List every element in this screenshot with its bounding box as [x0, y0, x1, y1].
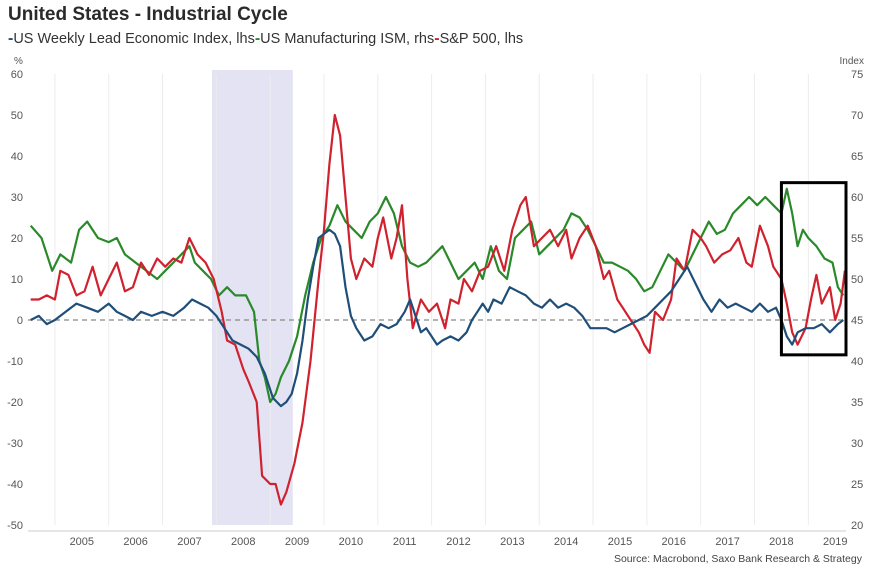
x-tick-label-2008: 2008 — [231, 536, 255, 548]
x-tick-label-2010: 2010 — [339, 536, 363, 548]
right-tick-label: 55 — [851, 233, 863, 245]
left-tick-label: 0 — [17, 315, 23, 327]
legend-swatch-sp500: - — [434, 30, 440, 47]
left-axis-unit: % — [14, 56, 23, 67]
right-tick-label: 60 — [851, 192, 863, 204]
x-tick-label-2009: 2009 — [285, 536, 309, 548]
x-tick-label-2017: 2017 — [715, 536, 739, 548]
source-note: Source: Macrobond, Saxo Bank Research & … — [614, 553, 863, 565]
right-tick-label: 65 — [851, 151, 863, 163]
legend-label-lead-index: US Weekly Lead Economic Index, lhs — [13, 31, 255, 47]
right-tick-label: 40 — [851, 356, 863, 368]
legend: -US Weekly Lead Economic Index, lhs-US M… — [8, 30, 523, 48]
left-tick-label: 20 — [11, 233, 23, 245]
legend-item-sp500: -S&P 500, lhs — [434, 30, 523, 48]
x-tick-label-2019: 2019 — [823, 536, 847, 548]
series-sp500-line — [30, 113, 846, 506]
legend-label-ism: US Manufacturing ISM, rhs — [260, 31, 435, 47]
x-tick-label-2011: 2011 — [393, 536, 417, 548]
left-tick-label: 10 — [11, 274, 23, 286]
right-tick-label: 25 — [851, 479, 863, 491]
right-axis-unit: Index — [840, 56, 864, 67]
right-tick-label: 50 — [851, 274, 863, 286]
x-tick-label-2007: 2007 — [177, 536, 201, 548]
left-tick-label: -40 — [7, 479, 23, 491]
right-tick-label: 20 — [851, 520, 863, 532]
left-tick-label: -50 — [7, 520, 23, 532]
x-tick-label-2005: 2005 — [70, 536, 94, 548]
x-tick-label-2016: 2016 — [662, 536, 686, 548]
x-tick-label-2015: 2015 — [608, 536, 632, 548]
series-ism-line — [29, 187, 845, 404]
x-tick-label-2018: 2018 — [769, 536, 793, 548]
highlight-box — [779, 181, 848, 357]
legend-label-sp500: S&P 500, lhs — [439, 31, 524, 47]
right-tick-label: 75 — [851, 69, 863, 81]
left-tick-label: 60 — [11, 69, 23, 81]
legend-swatch-lead-index: - — [8, 30, 14, 47]
right-tick-label: 35 — [851, 397, 863, 409]
left-tick-label: 40 — [11, 151, 23, 163]
x-tick-label-2006: 2006 — [123, 536, 147, 548]
chart-title: United States - Industrial Cycle — [8, 4, 288, 25]
left-tick-label: 50 — [11, 110, 23, 122]
left-tick-label: -20 — [7, 397, 23, 409]
right-tick-label: 45 — [851, 315, 863, 327]
left-tick-label: 30 — [11, 192, 23, 204]
series-lead-index-line — [30, 228, 844, 408]
x-tick-label-2012: 2012 — [446, 536, 470, 548]
x-tick-label-2013: 2013 — [500, 536, 524, 548]
legend-swatch-ism: - — [254, 30, 261, 47]
left-tick-label: -10 — [7, 356, 23, 368]
legend-item-lead-index: -US Weekly Lead Economic Index, lhs — [8, 30, 255, 48]
legend-item-ism: -US Manufacturing ISM, rhs — [255, 30, 434, 48]
x-tick-label-2014: 2014 — [554, 536, 578, 548]
right-tick-label: 30 — [851, 438, 863, 450]
left-tick-label: -30 — [7, 438, 23, 450]
right-tick-label: 70 — [851, 110, 863, 122]
recession-band — [212, 70, 293, 525]
